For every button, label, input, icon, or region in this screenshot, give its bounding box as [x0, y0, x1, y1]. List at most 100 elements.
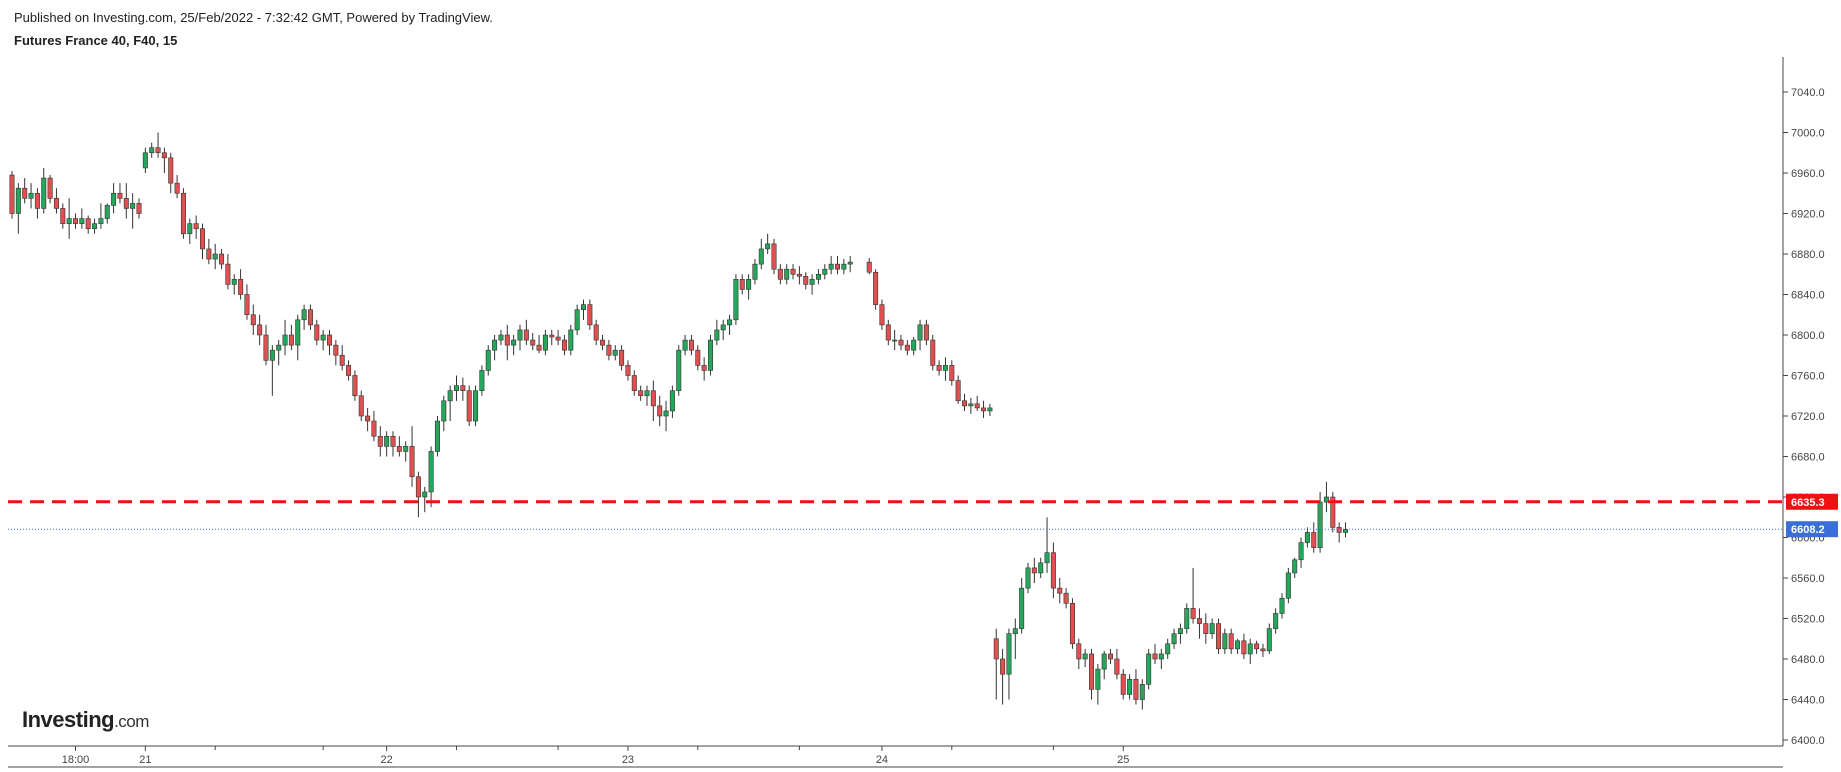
candle — [263, 324, 269, 366]
candle-body-down — [288, 334, 294, 346]
candle — [257, 314, 263, 346]
candle-body-up — [1266, 628, 1272, 652]
candle-body-up — [682, 339, 688, 351]
candle-body-up — [1323, 496, 1329, 503]
candle — [1285, 567, 1291, 604]
candle — [746, 274, 752, 300]
candle — [136, 198, 142, 219]
candle-body-up — [453, 385, 459, 391]
x-tick-label: 22 — [381, 754, 393, 766]
candle-body-up — [1101, 653, 1107, 670]
candle — [130, 193, 136, 229]
plot-frame — [8, 57, 1784, 747]
candle-body-down — [993, 638, 999, 660]
candle — [53, 188, 59, 214]
candle-body-up — [1184, 608, 1190, 629]
candle-body-down — [1076, 643, 1082, 660]
candle-body-up — [231, 279, 237, 285]
candle — [600, 335, 606, 351]
candle-body-down — [22, 187, 28, 199]
candle — [358, 390, 364, 422]
candle-body-down — [117, 192, 123, 199]
candle — [1304, 527, 1310, 548]
candle-body-down — [961, 400, 967, 407]
candle-body-down — [873, 271, 879, 305]
candle — [15, 183, 21, 234]
candle-body-down — [504, 334, 510, 346]
candle-body-up — [498, 334, 504, 341]
candle — [282, 319, 288, 356]
candle — [511, 335, 517, 356]
candle-body-up — [187, 223, 193, 235]
candle-body-up — [542, 334, 548, 351]
candle — [1273, 608, 1279, 634]
candle — [1279, 593, 1285, 619]
candle — [28, 183, 34, 209]
candle — [111, 183, 117, 214]
candle — [73, 213, 79, 229]
y-tick-label: 6560.0 — [1791, 573, 1825, 585]
candle — [149, 142, 155, 158]
candle — [1050, 542, 1056, 599]
candle-body-up — [720, 324, 726, 331]
candle — [828, 256, 834, 275]
candle-body-down — [536, 344, 542, 351]
candle — [568, 324, 574, 356]
candle — [981, 400, 987, 419]
candle-body-down — [1114, 658, 1120, 675]
y-tick-label: 6760.0 — [1791, 371, 1825, 383]
candle-body-up — [28, 192, 34, 199]
candle — [733, 274, 739, 325]
candle — [517, 324, 523, 351]
published-note: Published on Investing.com, 25/Feb/2022 … — [14, 10, 493, 25]
price-label-box — [1786, 493, 1838, 510]
candle — [1019, 578, 1025, 634]
candle — [974, 395, 980, 411]
candle — [1343, 522, 1349, 538]
candle-body-up — [1025, 567, 1031, 589]
candle-body-down — [136, 203, 142, 214]
candle — [466, 385, 472, 427]
investing-logo: Investing.com — [22, 707, 149, 733]
candle — [485, 345, 491, 376]
candle-body-up — [1038, 562, 1044, 574]
candle — [1165, 638, 1171, 659]
candle — [752, 259, 758, 285]
candle-body-down — [206, 248, 212, 260]
candle-body-down — [1133, 678, 1139, 700]
candle-body-down — [180, 192, 186, 235]
candle-body-up — [15, 187, 21, 214]
y-tick-label: 6520.0 — [1791, 614, 1825, 626]
candle — [314, 319, 320, 346]
candle-body-down — [53, 198, 59, 209]
candle — [447, 385, 453, 422]
candle-body-up — [841, 263, 847, 270]
candle — [720, 319, 726, 341]
candle-body-down — [1241, 640, 1247, 655]
y-tick-label: 6960.0 — [1791, 168, 1825, 180]
candle-body-down — [555, 336, 561, 341]
candle — [1133, 669, 1139, 705]
candle — [219, 248, 225, 270]
candle — [542, 329, 548, 356]
candle — [1069, 598, 1075, 649]
candle — [942, 357, 948, 381]
candle-body-down — [155, 147, 161, 154]
candle-body-up — [1044, 552, 1050, 564]
candle-body-up — [111, 192, 117, 206]
candle — [657, 395, 663, 427]
candle-body-down — [1216, 623, 1222, 650]
candle — [428, 446, 434, 508]
candle — [123, 183, 129, 219]
candle — [492, 335, 498, 361]
candle — [85, 215, 91, 234]
candle — [1336, 522, 1342, 543]
candle — [1228, 628, 1234, 654]
candle — [161, 147, 167, 173]
candle — [1266, 623, 1272, 654]
candle — [1063, 588, 1069, 609]
candle — [269, 345, 275, 396]
candle-body-down — [936, 365, 942, 371]
candle-body-down — [1069, 603, 1075, 645]
